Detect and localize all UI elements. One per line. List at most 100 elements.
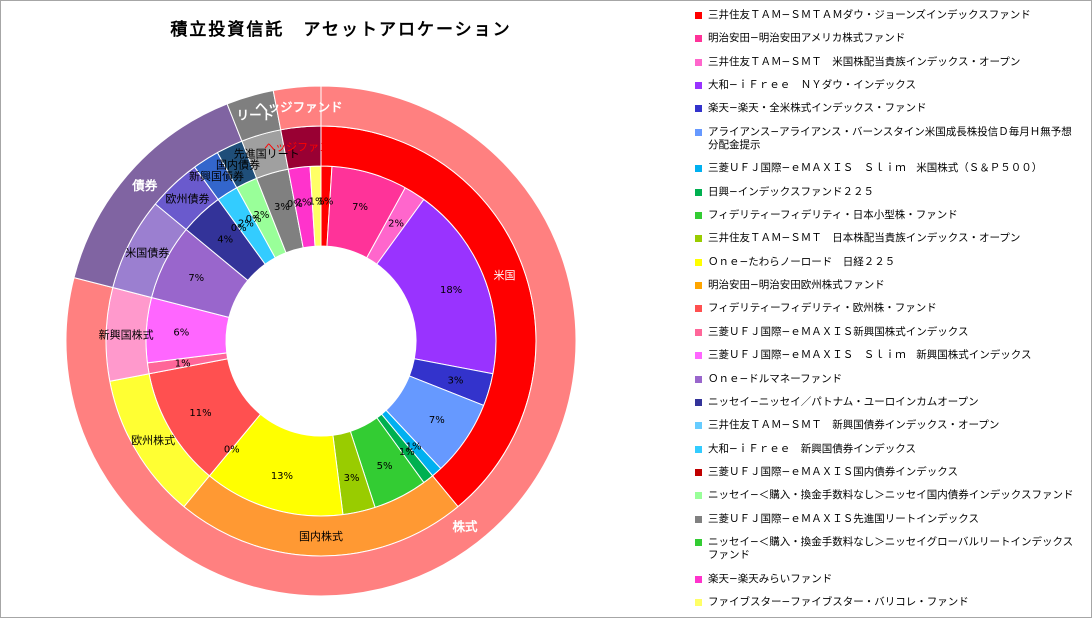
fund-percent-label: 1% (175, 358, 191, 369)
legend-item: Ｏｎｅ−ドルマネーファンド (695, 373, 1081, 386)
legend-swatch-icon (695, 352, 702, 360)
asset-class-label: 債券 (131, 178, 158, 193)
legend-label: フィデリティーフィデリティ・欧州株・ファンド (708, 302, 937, 315)
legend-swatch-icon (695, 258, 702, 266)
legend-swatch-icon (695, 58, 702, 66)
legend-item: 三井住友ＴＡＭ−ＳＭＴ 米国株配当貴族インデックス・オープン (695, 56, 1081, 69)
legend-swatch-icon (695, 105, 702, 113)
legend-item: 三井住友ＴＡＭ−ＳＭＴＡＭダウ・ジョーンズインデックスファンド (695, 9, 1081, 22)
legend-swatch-icon (695, 82, 702, 90)
legend-item: フィデリティーフィデリティ・欧州株・ファンド (695, 302, 1081, 315)
legend-item: 明治安田−明治安田アメリカ株式ファンド (695, 32, 1081, 45)
fund-percent-label: 1% (309, 197, 325, 208)
legend-swatch-icon (695, 398, 702, 406)
asset-class-label: ヘッジファンド (255, 99, 343, 114)
legend-item: ニッセイ−ニッセイ／パトナム・ユーロインカムオープン (695, 396, 1081, 409)
fund-percent-label: 2% (253, 210, 269, 221)
fund-percent-label: 1% (317, 197, 333, 208)
legend-item: ニッセイ−＜購入・換金手数料なし＞ニッセイ国内債券インデックスファンド (695, 489, 1081, 502)
fund-percent-label: 11% (189, 408, 211, 419)
legend-swatch-icon (695, 35, 702, 43)
legend-item: ファイブスター−ファイブスター・バリコレ・ファンド (695, 596, 1081, 609)
legend-label: ニッセイ−ニッセイ／パトナム・ユーロインカムオープン (708, 395, 979, 408)
legend-label: 三菱ＵＦＪ国際−ｅＭＡＸＩＳ新興国株式インデックス (708, 325, 969, 338)
legend-swatch-icon (695, 328, 702, 336)
asset-class-label: 株式 (453, 519, 479, 534)
legend-swatch-icon (695, 445, 702, 453)
legend-label: ニッセイ−＜購入・換金手数料なし＞ニッセイグローバルリートインデックスファンド (708, 536, 1074, 562)
fund-percent-label: 0% (246, 214, 262, 225)
fund-percent-label: 0% (224, 444, 240, 455)
class-slice (272, 85, 322, 131)
legend-swatch-icon (695, 575, 702, 583)
legend-swatch-icon (695, 12, 702, 19)
region-label: 新興国株式 (99, 328, 154, 342)
legend-label: 三井住友ＴＡＭ−ＳＭＴＡＭダウ・ジョーンズインデックスファンド (708, 9, 1031, 21)
legend-swatch-icon (695, 492, 702, 500)
legend-label: 三菱ＵＦＪ国際−ｅＭＡＸＩＳ Ｓｌｉｍ 新興国株式インデックス (708, 349, 1032, 362)
legend-item: 三菱ＵＦＪ国際−ｅＭＡＸＩＳ先進国リートインデックス (695, 513, 1081, 526)
region-label: 国内株式 (299, 529, 343, 543)
legend-item: 大和−ｉＦｒｅｅ 新興国債券インデックス (695, 443, 1081, 456)
fund-percent-label: 2% (238, 218, 254, 229)
legend-label: 三菱ＵＦＪ国際−ｅＭＡＸＩＳ国内債券インデックス (708, 465, 958, 478)
legend-label: ニッセイ−＜購入・換金手数料なし＞ニッセイ国内債券インデックスファンド (708, 489, 1074, 502)
fund-percent-label: 13% (271, 471, 293, 482)
fund-percent-label: 3% (344, 473, 360, 484)
legend-item: 楽天−楽天・全米株式インデックス・ファンド (695, 102, 1081, 115)
legend-swatch-icon (695, 165, 702, 173)
legend-swatch-icon (695, 305, 702, 313)
region-label: 欧州債券 (166, 192, 210, 206)
fund-percent-label: 5% (377, 461, 393, 472)
fund-percent-label: 2% (296, 198, 312, 209)
fund-percent-label: 7% (429, 415, 445, 426)
legend-item: 楽天−楽天みらいファンド (695, 573, 1081, 586)
legend-label: 三井住友ＴＡＭ−ＳＭＴ 日本株配当貴族インデックス・オープン (708, 232, 1021, 245)
legend-item: 三菱ＵＦＪ国際−ｅＭＡＸＩＳ Ｓｌｉｍ 新興国株式インデックス (695, 349, 1081, 362)
fund-percent-label: 0% (231, 223, 247, 234)
legend-swatch-icon (695, 468, 702, 476)
legend-label: Ｏｎｅ−ドルマネーファンド (708, 372, 843, 385)
legend-item: ニッセイ−＜購入・換金手数料なし＞ニッセイグローバルリートインデックスファンド (695, 536, 1081, 562)
legend-swatch-icon (695, 422, 702, 430)
legend-label: 楽天−楽天・全米株式インデックス・ファンド (708, 102, 927, 115)
legend-item: アライアンス−アライアンス・バーンスタイン米国成長株投信Ｄ毎月Ｈ無予想分配金提示 (695, 126, 1081, 152)
legend-label: 日興−インデックスファンド２２５ (708, 185, 874, 198)
legend-swatch-icon (695, 212, 702, 219)
fund-percent-label: 1% (406, 442, 422, 453)
legend-swatch-icon (695, 375, 702, 383)
legend-item: 日興−インデックスファンド２２５ (695, 186, 1081, 199)
fund-percent-label: 4% (217, 234, 233, 245)
allocation-doughnut-chart: 1% 7%2%18%3%7%1%1%5%3%13%0%11%1%6%7%4%0%2… (65, 85, 577, 597)
asset-class-label: リート (237, 108, 275, 123)
legend-item: Ｏｎｅ−たわらノーロード 日経２２５ (695, 256, 1081, 269)
fund-percent-label: 0% (287, 199, 303, 210)
class-slice (65, 85, 577, 597)
fund-percent-label: 7% (188, 273, 204, 284)
legend-item: 三菱ＵＦＪ国際−ｅＭＡＸＩＳ Ｓｌｉｍ 米国株式（Ｓ＆Ｐ５００） (695, 162, 1081, 175)
fund-percent-label: 2% (388, 218, 404, 229)
legend-label: 三井住友ＴＡＭ−ＳＭＴ 新興国債券インデックス・オープン (708, 419, 1000, 432)
region-label: 欧州株式 (131, 433, 175, 447)
legend-label: Ｏｎｅ−たわらノーロード 日経２２５ (708, 255, 896, 268)
legend-swatch-icon (695, 515, 702, 523)
legend-swatch-icon (695, 282, 702, 290)
fund-percent-label: 1% (399, 447, 415, 458)
legend-swatch-icon (695, 598, 702, 606)
fund-percent-label: 3% (274, 202, 290, 213)
legend-label: 明治安田−明治安田アメリカ株式ファンド (708, 32, 906, 45)
legend-item: 三菱ＵＦＪ国際−ｅＭＡＸＩＳ新興国株式インデックス (695, 326, 1081, 339)
legend-label: 三井住友ＴＡＭ−ＳＭＴ 米国株配当貴族インデックス・オープン (708, 55, 1021, 68)
fund-percent-label: 6% (173, 328, 189, 339)
legend-label: アライアンス−アライアンス・バーンスタイン米国成長株投信Ｄ毎月Ｈ無予想分配金提示 (708, 125, 1072, 151)
legend-swatch-icon (695, 188, 702, 196)
region-label: 米国債券 (125, 245, 169, 259)
region-label: 国内債券 (216, 157, 260, 171)
legend-swatch-icon (695, 235, 702, 243)
legend-swatch-icon (695, 539, 702, 547)
legend-item: 三菱ＵＦＪ国際−ｅＭＡＸＩＳ国内債券インデックス (695, 466, 1081, 479)
legend-label: ファイブスター−ファイブスター・バリコレ・ファンド (708, 595, 969, 608)
legend-label: 楽天−楽天みらいファンド (708, 572, 833, 585)
legend-label: 三菱ＵＦＪ国際−ｅＭＡＸＩＳ先進国リートインデックス (708, 512, 979, 525)
legend-label: フィデリティーフィデリティ・日本小型株・ファンド (708, 209, 958, 221)
